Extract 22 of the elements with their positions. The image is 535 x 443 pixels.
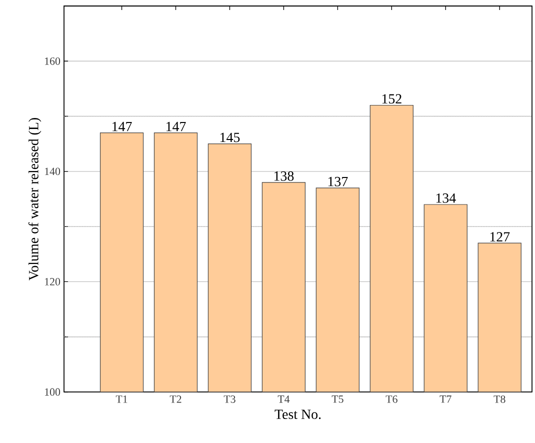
x-tick-label: T2	[170, 396, 182, 403]
y-tick-label: 120	[45, 278, 60, 286]
data-label: 145	[220, 132, 240, 142]
x-axis-title: Test No.	[274, 410, 321, 420]
data-label: 147	[112, 122, 132, 132]
data-label: 137	[328, 176, 348, 186]
x-tick-label: T5	[332, 396, 344, 403]
data-label: 152	[382, 94, 402, 104]
x-tick-label: T4	[278, 396, 290, 403]
x-tick-label: T6	[386, 396, 398, 403]
y-tick-label: 140	[45, 168, 60, 176]
x-tick-label: T1	[116, 396, 128, 403]
data-label: 127	[490, 232, 510, 242]
x-tick-label: T3	[224, 396, 236, 403]
y-tick-label: 160	[45, 57, 60, 65]
x-tick-label: T8	[494, 396, 506, 403]
y-axis-title: Volume of water released (L)	[28, 118, 42, 280]
data-label: 138	[274, 171, 294, 181]
x-tick-label: T7	[440, 396, 452, 403]
data-label: 134	[436, 193, 456, 203]
y-tick-label: 100	[45, 388, 60, 396]
data-label: 147	[166, 122, 186, 132]
